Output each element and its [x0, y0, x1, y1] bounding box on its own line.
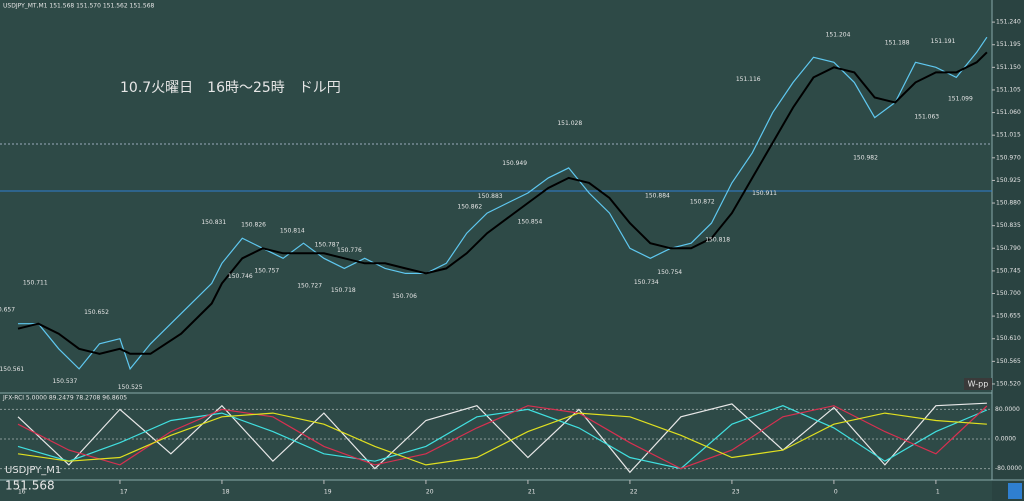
price-annotation: 150.814	[280, 228, 305, 235]
symbol-label: USDJPY_M1	[5, 465, 61, 476]
chart-title: 10.7火曜日 16時～25時 ドル円	[120, 80, 341, 96]
price-annotation: 150.872	[690, 199, 715, 206]
scroll-marker	[1008, 483, 1022, 499]
y-tick-label: 150.970	[996, 154, 1021, 161]
price-annotation: 150.727	[297, 282, 322, 289]
price-annotation: 150.706	[392, 293, 417, 300]
price-annotation: 150.982	[853, 154, 878, 161]
indicator-tick-label: 80.0000	[995, 406, 1020, 413]
y-tick-label: 150.610	[996, 335, 1021, 342]
price-annotation: 151.191	[931, 38, 956, 45]
price-annotation: 150.776	[337, 247, 362, 254]
price-annotation: 150.818	[705, 237, 730, 244]
y-tick-label: 150.745	[996, 267, 1021, 274]
indicator-tick-label: 0.0000	[995, 436, 1016, 443]
indicator-line	[17, 405, 988, 470]
price-annotation: 150.657	[0, 307, 15, 314]
x-tick-label: 23	[732, 489, 740, 496]
x-tick-label: 20	[426, 489, 434, 496]
x-tick-label: 19	[324, 489, 332, 496]
x-tick-label: 1	[936, 489, 940, 496]
price-annotation: 150.711	[23, 279, 48, 286]
y-tick-label: 151.015	[996, 132, 1021, 139]
indicator-line	[17, 405, 988, 470]
price-axis-strip	[992, 0, 1024, 501]
y-tick-label: 151.150	[996, 64, 1021, 71]
price-line	[17, 51, 988, 355]
y-tick-label: 150.925	[996, 177, 1021, 184]
y-tick-label: 150.880	[996, 200, 1021, 207]
price-annotation: 150.826	[241, 222, 266, 229]
x-tick-label: 18	[222, 489, 230, 496]
y-tick-label: 150.700	[996, 290, 1021, 297]
price-annotation: 150.734	[634, 279, 659, 286]
price-annotation: 150.862	[457, 204, 482, 211]
last-price: 151.568	[5, 479, 55, 493]
price-annotation: 151.188	[885, 40, 910, 47]
price-annotation: 150.854	[518, 219, 543, 226]
y-tick-label: 151.240	[996, 19, 1021, 26]
y-tick-label: 150.655	[996, 313, 1021, 320]
x-tick-label: 21	[528, 489, 536, 496]
indicator-line	[17, 402, 987, 474]
y-tick-label: 150.565	[996, 358, 1021, 365]
y-tick-label: 150.790	[996, 245, 1021, 252]
price-annotation: 150.525	[118, 384, 143, 391]
price-annotation: 150.883	[478, 193, 503, 200]
price-annotation: 150.757	[254, 267, 279, 274]
indicator-tick-label: -80.0000	[995, 465, 1022, 472]
price-annotation: 150.949	[502, 160, 527, 167]
y-tick-label: 150.835	[996, 222, 1021, 229]
price-annotation: 150.754	[657, 269, 682, 276]
tag-label: W-pp	[968, 380, 989, 389]
price-annotation: 151.028	[557, 120, 582, 127]
chart-header: USDJPY_MT,M1 151.568 151.570 151.562 151…	[3, 3, 155, 10]
x-tick-label: 16	[18, 489, 26, 496]
x-tick-label: 17	[120, 489, 128, 496]
price-annotation: 150.718	[331, 287, 356, 294]
price-annotation: 150.652	[84, 309, 109, 316]
price-annotation: 150.884	[645, 193, 670, 200]
price-annotation: 150.787	[315, 241, 340, 248]
x-tick-label: 22	[630, 489, 638, 496]
price-annotation: 151.099	[948, 95, 973, 102]
y-tick-label: 150.520	[996, 380, 1021, 387]
x-tick-label: 0	[834, 489, 838, 496]
price-line	[18, 36, 988, 371]
tag-box	[964, 378, 992, 390]
price-annotation: 151.204	[826, 32, 851, 39]
y-tick-label: 151.195	[996, 41, 1021, 48]
y-tick-label: 151.105	[996, 86, 1021, 93]
price-annotation: 150.561	[0, 366, 24, 373]
price-annotation: 150.746	[228, 273, 253, 280]
price-annotation: 150.831	[201, 219, 226, 226]
price-annotation: 150.537	[52, 378, 77, 385]
price-annotation: 151.063	[914, 114, 939, 121]
y-tick-label: 151.060	[996, 109, 1021, 116]
price-annotation: 151.116	[736, 76, 761, 83]
indicator-title: JFX-RCI 5.0000 89.2479 78.2708 96.8605	[2, 395, 127, 402]
price-annotation: 150.911	[752, 190, 777, 197]
indicator-line	[17, 412, 987, 466]
